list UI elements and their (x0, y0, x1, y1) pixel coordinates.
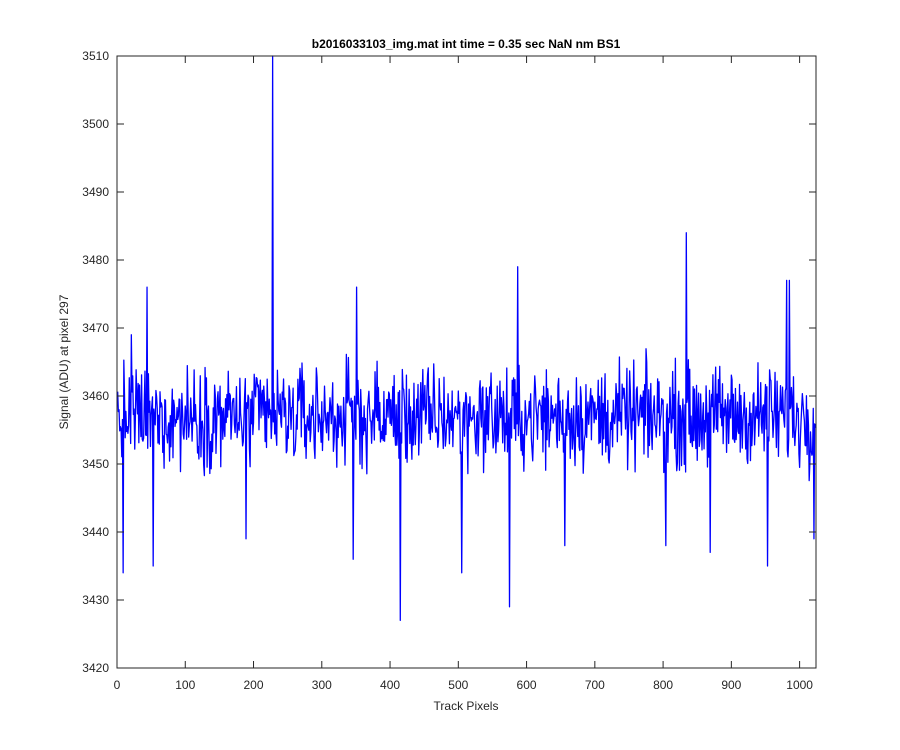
y-tick-label: 3480 (82, 253, 109, 267)
y-tick-label: 3450 (82, 457, 109, 471)
y-tick-label: 3470 (82, 321, 109, 335)
chart-title: b2016033103_img.mat int time = 0.35 sec … (312, 37, 621, 51)
y-tick-label: 3460 (82, 389, 109, 403)
y-tick-label: 3500 (82, 117, 109, 131)
series-line (117, 55, 817, 622)
axes-layer: 0 100 200 300 400 500 600 700 800 900 1000 3420 3430… (82, 49, 817, 692)
x-tick-label: 300 (312, 678, 332, 692)
x-tick-label: 200 (244, 678, 264, 692)
x-tick-label: 900 (721, 678, 741, 692)
axes-frame (116, 55, 817, 669)
x-tick-label: 100 (175, 678, 195, 692)
series-layer (117, 55, 817, 622)
y-tick-label: 3440 (82, 525, 109, 539)
x-tick-label: 0 (114, 678, 121, 692)
y-tick-label: 3490 (82, 185, 109, 199)
x-tick-label: 1000 (786, 678, 813, 692)
x-tick-label: 500 (448, 678, 468, 692)
x-tick-label: 700 (585, 678, 605, 692)
x-tick-label: 800 (653, 678, 673, 692)
x-tick-label: 400 (380, 678, 400, 692)
x-tick-label: 600 (517, 678, 537, 692)
y-tick-label: 3430 (82, 593, 109, 607)
x-axis-label: Track Pixels (434, 699, 499, 713)
y-axis-label: Signal (ADU) at pixel 297 (57, 294, 71, 429)
y-tick-label: 3420 (82, 661, 109, 675)
plot-area (117, 56, 816, 668)
y-tick-label: 3510 (82, 49, 109, 63)
